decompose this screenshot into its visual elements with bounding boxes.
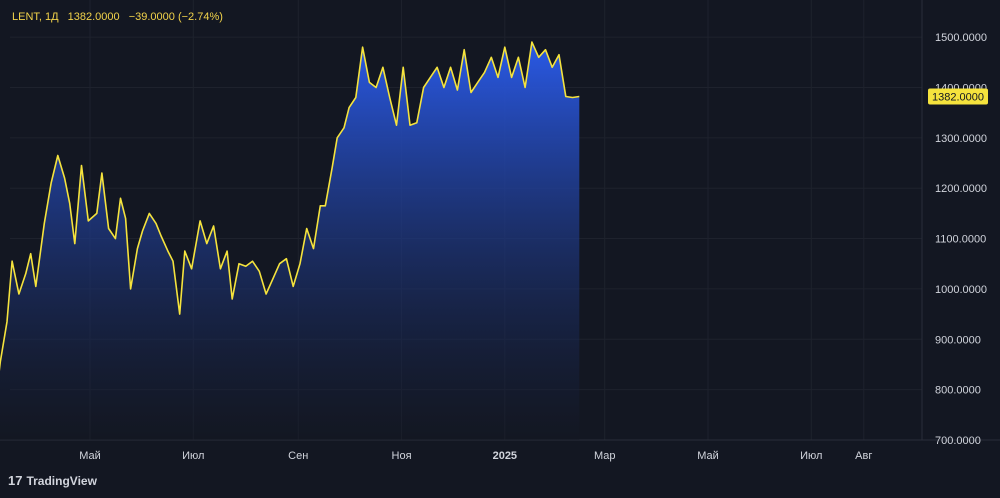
x-axis: Май Июл Сен Ноя 2025 Мар Май Июл Авг [79,450,872,462]
symbol-name[interactable]: LENT, 1Д [12,11,59,23]
tradingview-logo[interactable]: 17 TradingView [8,473,97,488]
y-tick-label: 1000.0000 [935,284,987,296]
last-price-label: 1382.0000 [932,92,984,104]
x-tick-label: 2025 [493,450,517,462]
x-tick-label: Июл [800,450,822,462]
y-tick-label: 1100.0000 [935,234,986,246]
price-line-layer [0,41,580,372]
y-tick-label: 800.0000 [935,385,981,397]
x-tick-label: Июл [182,450,204,462]
x-tick-label: Сен [288,450,308,462]
y-tick-label: 1200.0000 [935,183,987,195]
area-fill-layer [0,42,580,440]
x-tick-label: Мар [594,450,616,462]
tradingview-logo-text: TradingView [26,473,97,488]
price-change: −39.0000 (−2.74%) [128,11,223,23]
tradingview-logo-icon: 17 [8,473,23,488]
x-tick-label: Май [79,450,101,462]
y-tick-label: 700.0000 [935,435,981,447]
y-tick-label: 1500.0000 [935,32,987,44]
y-tick-label: 1300.0000 [935,133,987,145]
x-tick-label: Май [697,450,719,462]
price-area [0,42,580,440]
last-price: 1382.0000 [67,11,120,23]
x-tick-label: Ноя [392,450,412,462]
last-price-label-bg [928,88,988,105]
x-tick-label: Авг [855,450,872,462]
y-tick-label: 900.0000 [935,334,981,346]
last-price-marker: 1382.0000 [928,88,988,105]
symbol-legend: LENT, 1Д 1382.0000 −39.0000 (−2.74%) [12,11,223,23]
